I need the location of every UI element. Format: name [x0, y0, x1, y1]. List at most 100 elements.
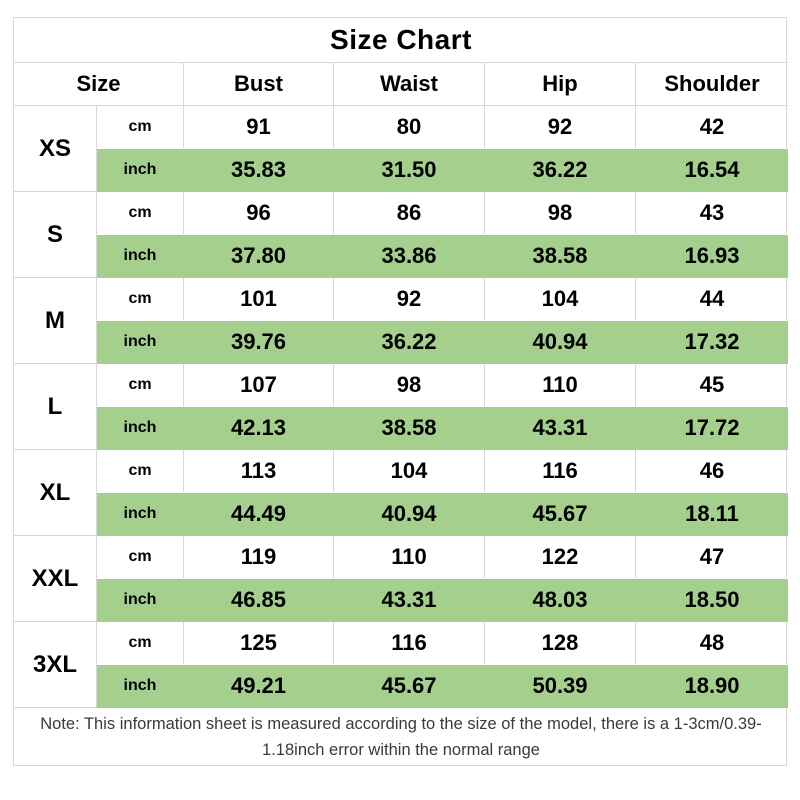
measurement-cell: 46.85 — [184, 579, 334, 622]
measurement-cell: 39.76 — [184, 321, 334, 364]
unit-label-inch: inch — [97, 235, 184, 278]
note-row: Note: This information sheet is measured… — [14, 708, 788, 765]
measurement-cell: 128 — [485, 622, 636, 665]
size-label-s: S — [14, 192, 97, 278]
measurement-cell: 17.72 — [636, 407, 788, 450]
measurement-cell: 101 — [184, 278, 334, 321]
measurement-cell: 116 — [485, 450, 636, 493]
measurement-cell: 48 — [636, 622, 788, 665]
size-label-l: L — [14, 364, 97, 450]
measurement-cell: 80 — [334, 106, 485, 149]
size-chart-sheet: Size Chart Size Bust Waist Hip Shoulder … — [13, 17, 788, 766]
table-row-xs-cm: XS cm 91 80 92 42 — [14, 106, 788, 192]
measurement-cell: 43.31 — [334, 579, 485, 622]
table-row-l-inch: inch 42.13 38.58 43.31 17.72 — [14, 407, 788, 450]
table-row-xl-inch: inch 44.49 40.94 45.67 18.11 — [14, 493, 788, 536]
measurement-cell: 92 — [485, 106, 636, 149]
table-row-xs-inch: inch 35.83 31.50 36.22 16.54 — [14, 149, 788, 192]
unit-label-cm: cm — [97, 536, 184, 579]
table-row-3xl-cm: 3XL cm 125 116 128 48 — [14, 622, 788, 708]
unit-label-inch: inch — [97, 407, 184, 450]
measurement-cell: 35.83 — [184, 149, 334, 192]
measurement-cell: 46 — [636, 450, 788, 493]
measurement-cell: 33.86 — [334, 235, 485, 278]
measurement-cell: 38.58 — [485, 235, 636, 278]
measurement-cell: 48.03 — [485, 579, 636, 622]
measurement-cell: 110 — [485, 364, 636, 407]
table-row-s-inch: inch 37.80 33.86 38.58 16.93 — [14, 235, 788, 278]
table-row-l-cm: L cm 107 98 110 45 — [14, 364, 788, 450]
measurement-cell: 42.13 — [184, 407, 334, 450]
unit-label-cm: cm — [97, 364, 184, 407]
measurement-cell: 45.67 — [334, 665, 485, 708]
measurement-cell: 45 — [636, 364, 788, 407]
table-row-xl-cm: XL cm 113 104 116 46 — [14, 450, 788, 536]
measurement-cell: 98 — [334, 364, 485, 407]
measurement-cell: 36.22 — [334, 321, 485, 364]
measurement-cell: 92 — [334, 278, 485, 321]
measurement-cell: 86 — [334, 192, 485, 235]
table-row-xxl-cm: XXL cm 119 110 122 47 — [14, 536, 788, 622]
measurement-cell: 116 — [334, 622, 485, 665]
unit-label-cm: cm — [97, 450, 184, 493]
measurement-cell: 40.94 — [334, 493, 485, 536]
measurement-cell: 107 — [184, 364, 334, 407]
unit-label-cm: cm — [97, 192, 184, 235]
measurement-cell: 40.94 — [485, 321, 636, 364]
measurement-cell: 16.54 — [636, 149, 788, 192]
title-row: Size Chart — [14, 18, 788, 63]
table-row-s-cm: S cm 96 86 98 43 — [14, 192, 788, 278]
measurement-cell: 37.80 — [184, 235, 334, 278]
measurement-cell: 50.39 — [485, 665, 636, 708]
measurement-cell: 43 — [636, 192, 788, 235]
unit-label-cm: cm — [97, 622, 184, 665]
table-row-xxl-inch: inch 46.85 43.31 48.03 18.50 — [14, 579, 788, 622]
measurement-cell: 16.93 — [636, 235, 788, 278]
measurement-cell: 122 — [485, 536, 636, 579]
size-label-xl: XL — [14, 450, 97, 536]
table-row-m-cm: M cm 101 92 104 44 — [14, 278, 788, 364]
column-header-bust: Bust — [184, 63, 334, 106]
column-header-shoulder: Shoulder — [636, 63, 788, 106]
size-note-line2: 1.18inch error within the normal range — [262, 740, 540, 759]
measurement-cell: 36.22 — [485, 149, 636, 192]
measurement-cell: 96 — [184, 192, 334, 235]
measurement-cell: 18.50 — [636, 579, 788, 622]
measurement-cell: 91 — [184, 106, 334, 149]
measurement-cell: 49.21 — [184, 665, 334, 708]
size-note-line1: Note: This information sheet is measured… — [40, 714, 762, 733]
measurement-cell: 18.90 — [636, 665, 788, 708]
measurement-cell: 44.49 — [184, 493, 334, 536]
measurement-cell: 104 — [485, 278, 636, 321]
measurement-cell: 42 — [636, 106, 788, 149]
size-label-xxl: XXL — [14, 536, 97, 622]
size-label-m: M — [14, 278, 97, 364]
table-row-m-inch: inch 39.76 36.22 40.94 17.32 — [14, 321, 788, 364]
size-label-xs: XS — [14, 106, 97, 192]
table-row-3xl-inch: inch 49.21 45.67 50.39 18.90 — [14, 665, 788, 708]
column-header-hip: Hip — [485, 63, 636, 106]
measurement-cell: 104 — [334, 450, 485, 493]
size-chart-table: Size Chart Size Bust Waist Hip Shoulder … — [14, 18, 788, 765]
column-header-waist: Waist — [334, 63, 485, 106]
unit-label-cm: cm — [97, 278, 184, 321]
unit-label-cm: cm — [97, 106, 184, 149]
unit-label-inch: inch — [97, 149, 184, 192]
chart-title: Size Chart — [14, 18, 788, 63]
column-header-size: Size — [14, 63, 184, 106]
measurement-cell: 98 — [485, 192, 636, 235]
measurement-cell: 113 — [184, 450, 334, 493]
header-row: Size Bust Waist Hip Shoulder — [14, 63, 788, 106]
measurement-cell: 18.11 — [636, 493, 788, 536]
measurement-cell: 125 — [184, 622, 334, 665]
measurement-cell: 31.50 — [334, 149, 485, 192]
measurement-cell: 119 — [184, 536, 334, 579]
unit-label-inch: inch — [97, 321, 184, 364]
size-label-3xl: 3XL — [14, 622, 97, 708]
measurement-cell: 47 — [636, 536, 788, 579]
unit-label-inch: inch — [97, 579, 184, 622]
measurement-cell: 43.31 — [485, 407, 636, 450]
unit-label-inch: inch — [97, 493, 184, 536]
size-note: Note: This information sheet is measured… — [14, 708, 788, 765]
measurement-cell: 38.58 — [334, 407, 485, 450]
